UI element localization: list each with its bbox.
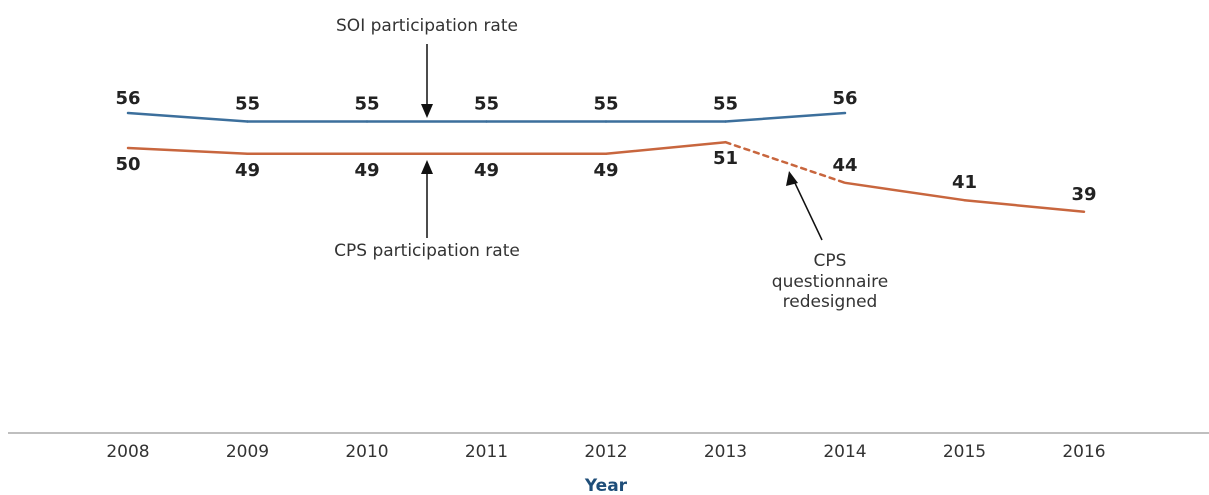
x-tick-2011: 2011 [465, 442, 508, 462]
cps-line-segment [843, 181, 966, 202]
x-tick-labels: 2008 2009 2010 2011 2012 2013 2014 2015 2016 [106, 442, 1105, 462]
soi-value-label-2013: 55 [713, 94, 738, 115]
cps-value-label-2015: 41 [952, 172, 977, 193]
series-lines [126, 111, 1086, 214]
redesign-annotation-line-3: redesigned [783, 292, 878, 312]
cps-value-label-2011: 49 [474, 160, 499, 181]
soi-value-label-2011: 55 [474, 94, 499, 115]
x-tick-2013: 2013 [704, 442, 747, 462]
cps-value-label-2012: 49 [593, 160, 618, 181]
soi-value-label-2009: 55 [235, 94, 260, 115]
soi-value-label-2008: 56 [115, 88, 140, 109]
soi-value-label-2010: 55 [354, 94, 379, 115]
x-tick-2008: 2008 [106, 442, 149, 462]
data-labels: 56 55 55 55 55 55 56 50 49 49 49 49 51 44 41 39 [115, 88, 1096, 205]
cps-arrow-head [421, 160, 433, 174]
redesign-annotation-line-2: questionnaire [772, 272, 888, 292]
redesign-annotation-line-1: CPS [814, 251, 847, 271]
soi-annotation: SOI participation rate [336, 16, 518, 36]
cps-line-segment [126, 146, 249, 156]
cps-value-label-2009: 49 [235, 160, 260, 181]
x-tick-2014: 2014 [823, 442, 866, 462]
redesign-arrow-head [786, 171, 798, 186]
soi-line-segment [724, 111, 847, 123]
x-tick-2012: 2012 [584, 442, 627, 462]
redesign-arrow-line [793, 180, 823, 241]
cps-value-label-2008: 50 [115, 154, 140, 175]
cps-value-label-2010: 49 [354, 160, 379, 181]
cps-value-label-2016: 39 [1071, 184, 1096, 205]
soi-arrow-head [421, 104, 433, 118]
cps-line-segment [604, 140, 727, 156]
cps-value-label-2013: 51 [713, 148, 738, 169]
x-tick-2010: 2010 [345, 442, 388, 462]
cps-line-segment [963, 198, 1086, 214]
x-tick-2016: 2016 [1062, 442, 1105, 462]
x-tick-2009: 2009 [226, 442, 269, 462]
soi-value-label-2012: 55 [593, 94, 618, 115]
soi-value-label-2014: 56 [832, 88, 857, 109]
x-tick-2015: 2015 [943, 442, 986, 462]
soi-line-segment [126, 111, 249, 123]
cps-annotation: CPS participation rate [334, 241, 520, 261]
cps-line-segment [724, 140, 847, 185]
x-axis-title: Year [584, 476, 628, 495]
cps-value-label-2014: 44 [832, 155, 857, 176]
